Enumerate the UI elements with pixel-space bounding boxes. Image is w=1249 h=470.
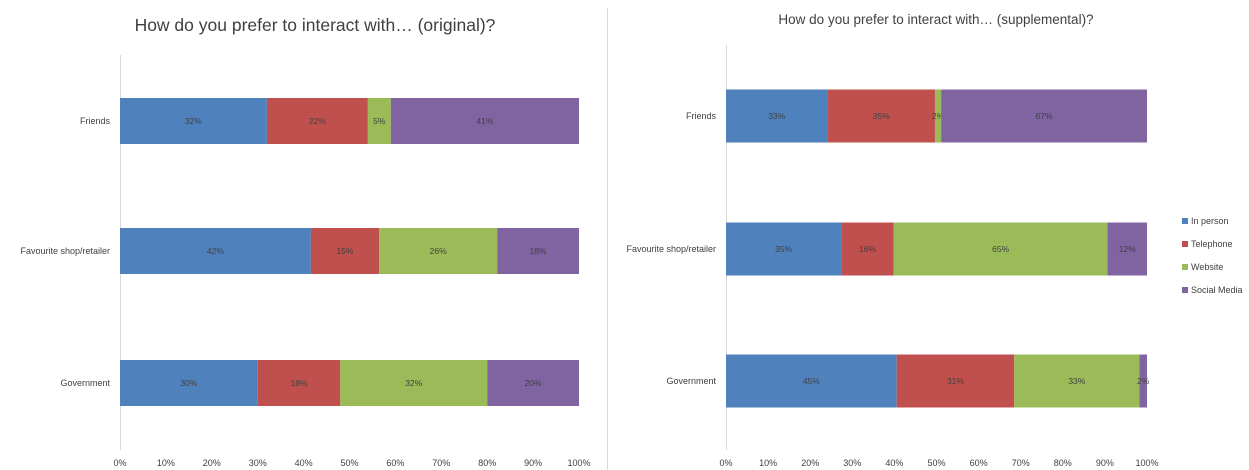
legend-swatch [1182,287,1188,293]
bar-segment [934,89,942,143]
category-label: Government [666,376,716,386]
x-tick-label: 50% [340,458,358,468]
bar-segment [497,228,579,274]
bar-segment [1014,354,1140,408]
x-tick-label: 90% [524,458,542,468]
bar-segment [120,228,311,274]
x-tick-label: 20% [801,458,819,468]
bar-segment [120,360,258,406]
data-label: 35% [873,111,890,121]
bar-segment [367,98,391,144]
data-label: 2% [932,111,945,121]
x-tick-label: 10% [759,458,777,468]
x-tick-label: 70% [432,458,450,468]
bar-segment [827,89,935,143]
data-label: 12% [1119,244,1136,254]
bar-segment [1107,222,1147,276]
data-label: 35% [775,244,792,254]
data-label: 2% [1137,376,1150,386]
x-tick-label: 20% [203,458,221,468]
data-label: 15% [336,246,353,256]
x-tick-label: 40% [885,458,903,468]
x-tick-label: 100% [567,458,590,468]
category-label: Friends [80,116,111,126]
data-label: 30% [180,378,197,388]
legend-label: Telephone [1191,239,1233,249]
data-label: 33% [1068,376,1085,386]
data-label: 26% [430,246,447,256]
legend-swatch [1182,218,1188,224]
data-label: 18% [530,246,547,256]
data-label: 18% [291,378,308,388]
bar-segment [726,222,842,276]
data-label: 42% [207,246,224,256]
x-tick-label: 70% [1012,458,1030,468]
data-label: 22% [309,116,326,126]
x-tick-label: 80% [478,458,496,468]
bar-segment [941,89,1147,143]
bar-segment [257,360,341,406]
bar-segment [487,360,579,406]
x-tick-label: 60% [970,458,988,468]
bar-segment [893,222,1108,276]
bar-segment [726,89,828,143]
legend-swatch [1182,241,1188,247]
legend-swatch [1182,264,1188,270]
x-tick-label: 30% [249,458,267,468]
bar-segment [896,354,1015,408]
bar-segment [390,98,579,144]
chart-original: How do you prefer to interact with… (ori… [20,15,590,468]
data-label: 67% [1036,111,1053,121]
bar-segment [726,354,897,408]
x-tick-label: 0% [113,458,126,468]
data-label: 65% [992,244,1009,254]
data-label: 20% [525,378,542,388]
bar-segment [841,222,894,276]
x-tick-label: 50% [927,458,945,468]
bar-segment [310,228,380,274]
category-label: Government [60,378,110,388]
legend-label: Website [1191,262,1223,272]
x-tick-label: 60% [386,458,404,468]
bar-segment [120,98,267,144]
data-label: 31% [947,376,964,386]
data-label: 45% [803,376,820,386]
bar-segment [266,98,368,144]
chart-title: How do you prefer to interact with… (ori… [135,15,496,35]
bar-segment [379,228,498,274]
data-label: 32% [185,116,202,126]
x-tick-label: 100% [1135,458,1158,468]
x-tick-label: 80% [1054,458,1072,468]
category-label: Favourite shop/retailer [626,244,716,254]
chart-title: How do you prefer to interact with… (sup… [778,12,1093,27]
bar-segment [1139,354,1147,408]
data-label: 16% [859,244,876,254]
chart-supplemental: How do you prefer to interact with… (sup… [626,12,1158,468]
x-tick-label: 0% [719,458,732,468]
legend-label: In person [1191,216,1229,226]
x-tick-label: 40% [295,458,313,468]
x-tick-label: 10% [157,458,175,468]
category-label: Friends [686,111,717,121]
legend: In person Telephone Website Social Media [1182,216,1243,295]
data-label: 32% [405,378,422,388]
legend-label: Social Media [1191,285,1243,295]
x-tick-label: 90% [1096,458,1114,468]
category-label: Favourite shop/retailer [20,246,110,256]
bar-segment [340,360,488,406]
data-label: 5% [373,116,386,126]
data-label: 41% [476,116,493,126]
data-label: 33% [768,111,785,121]
x-tick-label: 30% [843,458,861,468]
